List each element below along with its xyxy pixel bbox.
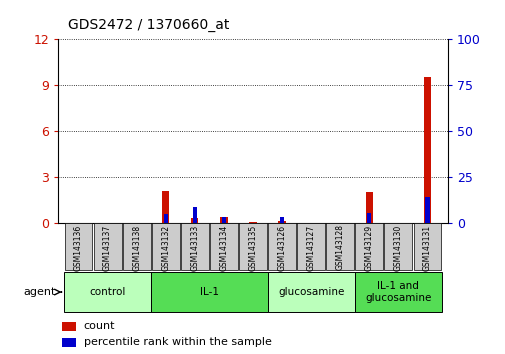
Text: GSM143128: GSM143128 xyxy=(335,224,344,270)
FancyBboxPatch shape xyxy=(354,272,441,313)
Text: GSM143137: GSM143137 xyxy=(103,224,112,271)
FancyBboxPatch shape xyxy=(65,223,92,270)
Text: GSM143138: GSM143138 xyxy=(132,224,141,270)
Bar xyxy=(62,322,76,331)
Text: glucosamine: glucosamine xyxy=(277,287,344,297)
FancyBboxPatch shape xyxy=(296,223,325,270)
Bar xyxy=(367,213,371,223)
Text: GSM143135: GSM143135 xyxy=(248,224,257,271)
Bar xyxy=(423,77,430,223)
Bar xyxy=(365,192,372,223)
Bar xyxy=(62,338,76,347)
Bar xyxy=(249,222,256,223)
FancyBboxPatch shape xyxy=(238,223,267,270)
FancyBboxPatch shape xyxy=(355,223,382,270)
Text: control: control xyxy=(89,287,126,297)
Text: GDS2472 / 1370660_at: GDS2472 / 1370660_at xyxy=(68,18,229,32)
Text: GSM143133: GSM143133 xyxy=(190,224,199,271)
Text: GSM143126: GSM143126 xyxy=(277,224,286,270)
Text: IL-1: IL-1 xyxy=(199,287,219,297)
Bar xyxy=(220,217,227,223)
FancyBboxPatch shape xyxy=(384,223,412,270)
Bar xyxy=(191,218,198,223)
Bar xyxy=(192,207,196,223)
Bar xyxy=(163,214,168,223)
FancyBboxPatch shape xyxy=(123,223,150,270)
FancyBboxPatch shape xyxy=(152,223,179,270)
FancyBboxPatch shape xyxy=(64,272,151,313)
Text: GSM143136: GSM143136 xyxy=(74,224,83,271)
FancyBboxPatch shape xyxy=(210,223,237,270)
FancyBboxPatch shape xyxy=(413,223,440,270)
Bar xyxy=(424,197,429,223)
Bar xyxy=(278,221,285,223)
Bar xyxy=(279,217,284,223)
Bar xyxy=(162,191,169,223)
Text: GSM143134: GSM143134 xyxy=(219,224,228,271)
Text: GSM143132: GSM143132 xyxy=(161,224,170,270)
Text: GSM143130: GSM143130 xyxy=(393,224,402,271)
Text: percentile rank within the sample: percentile rank within the sample xyxy=(83,337,271,347)
Text: count: count xyxy=(83,321,115,331)
FancyBboxPatch shape xyxy=(93,223,121,270)
FancyBboxPatch shape xyxy=(180,223,209,270)
Bar xyxy=(221,217,226,223)
Text: IL-1 and
glucosamine: IL-1 and glucosamine xyxy=(365,281,431,303)
FancyBboxPatch shape xyxy=(151,272,267,313)
FancyBboxPatch shape xyxy=(326,223,354,270)
Text: GSM143127: GSM143127 xyxy=(306,224,315,270)
FancyBboxPatch shape xyxy=(267,272,354,313)
Text: agent: agent xyxy=(23,287,56,297)
FancyBboxPatch shape xyxy=(268,223,295,270)
Text: GSM143131: GSM143131 xyxy=(422,224,431,270)
Text: GSM143129: GSM143129 xyxy=(364,224,373,270)
